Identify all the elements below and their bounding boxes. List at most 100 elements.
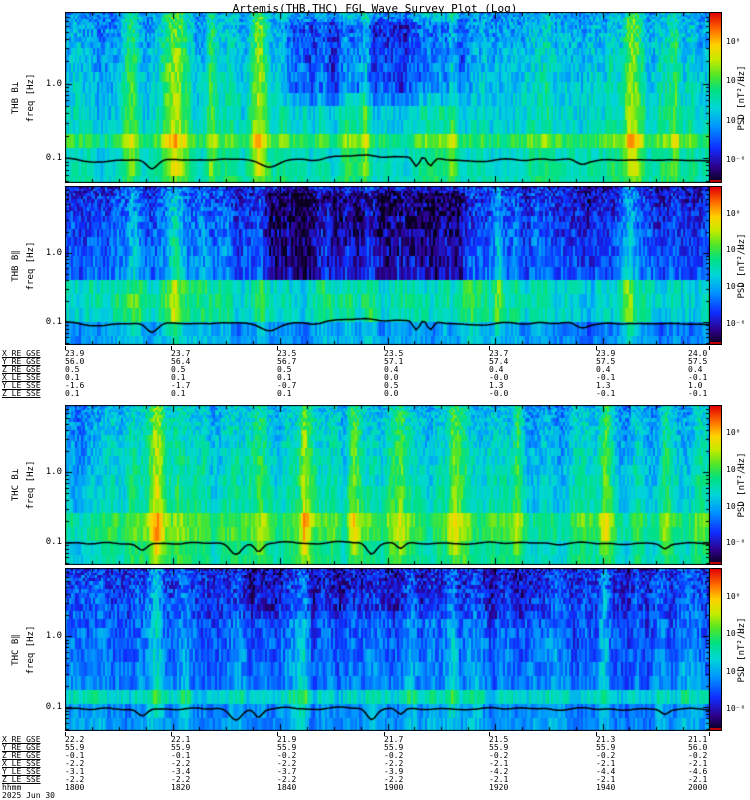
ephemeris-value: 56.7 — [277, 357, 297, 366]
ephemeris-row-label: Z_RE_GSE — [2, 751, 41, 760]
ephemeris-value: 23.7 — [171, 349, 191, 358]
ephemeris-row-label: X_RE_GSE — [2, 735, 41, 744]
ephemeris-value: -4.4 — [596, 767, 616, 776]
axis-outward-tick — [384, 732, 385, 736]
ephemeris-value: -0.1 — [65, 751, 85, 760]
colorbar-tick-label: 10⁻² — [726, 464, 746, 474]
axis-outward-tick — [596, 732, 597, 736]
ephemeris-row-label: Y_LE_SSE — [2, 381, 41, 390]
ephemeris-value: -2.1 — [688, 759, 708, 768]
ephemeris-value: -4.2 — [489, 767, 509, 776]
panel-instrument-label: THC B∥ — [11, 633, 21, 666]
panel-instrument-label: THB B∥ — [11, 249, 21, 282]
colorbar-tick-label: 10⁰ — [726, 208, 741, 218]
time-tick-label: 1800 — [65, 783, 85, 792]
ephemeris-row-label: Y_LE_SSE — [2, 767, 41, 776]
colorbar-tick-label: 10⁻⁴ — [726, 501, 746, 511]
ephemeris-value: 0.1 — [171, 373, 186, 382]
colorbar-tick-label: 10⁻² — [726, 76, 746, 86]
ephemeris-value: 24.0 — [688, 349, 708, 358]
colorbar-tick-label: 10⁻⁴ — [726, 666, 746, 676]
ephemeris-value: -0.7 — [277, 381, 297, 390]
ephemeris-value: -0.0 — [489, 389, 509, 398]
ephemeris-value: 56.4 — [171, 357, 191, 366]
ephemeris-value: 0.4 — [384, 365, 399, 374]
ephemeris-value: -0.1 — [688, 389, 708, 398]
ephemeris-value: 1.3 — [596, 381, 611, 390]
colorbar-psd-label: PSD [nT²/Hz] — [737, 452, 747, 518]
spectrogram-panel-3 — [65, 405, 710, 565]
panel-freq-axis-label: freq [Hz] — [26, 625, 36, 674]
colorbar-tick-label: 10⁻⁴ — [726, 281, 746, 291]
ephemeris-value: -4.6 — [688, 767, 708, 776]
freq-tick-label: 1.0 — [45, 467, 62, 478]
ephemeris-value: 0.0 — [384, 389, 399, 398]
ephemeris-value: -2.2 — [277, 775, 297, 784]
ephemeris-value: -2.2 — [384, 759, 404, 768]
ephemeris-value: -3.4 — [171, 767, 191, 776]
colorbar-bottom-band — [710, 180, 721, 182]
ephemeris-value: -2.1 — [596, 775, 616, 784]
ephemeris-value: -1.7 — [171, 381, 191, 390]
ephemeris-value: 22.1 — [171, 735, 191, 744]
ephemeris-value: 56.0 — [688, 743, 708, 752]
ephemeris-value: -0.1 — [596, 389, 616, 398]
axis-outward-tick — [489, 732, 490, 736]
ephemeris-value: 55.9 — [171, 743, 191, 752]
ephemeris-value: 57.1 — [384, 357, 404, 366]
ephemeris-row-label: Z_LE_SSE — [2, 389, 41, 398]
colorbar-tick-label: 10⁰ — [726, 36, 741, 46]
ephemeris-value: 0.0 — [384, 373, 399, 382]
colorbar-tick-label: 10⁻⁶ — [726, 318, 746, 328]
ephemeris-value: 56.0 — [65, 357, 85, 366]
ephemeris-value: 23.5 — [277, 349, 297, 358]
ephemeris-value: 21.3 — [596, 735, 616, 744]
ephemeris-value: -0.0 — [489, 373, 509, 382]
colorbar-psd-label: PSD [nT²/Hz] — [737, 64, 747, 131]
axis-outward-tick — [171, 346, 172, 350]
ephemeris-value: 55.9 — [65, 743, 85, 752]
ephemeris-value: -0.1 — [596, 373, 616, 382]
colorbar-bottom-band — [710, 342, 721, 344]
ephemeris-value: -0.2 — [688, 751, 708, 760]
ephemeris-value: 21.5 — [489, 735, 509, 744]
ephemeris-value: 1.0 — [688, 381, 703, 390]
ephemeris-value: 0.5 — [65, 365, 80, 374]
ephemeris-value: -0.2 — [384, 751, 404, 760]
axis-outward-tick — [277, 346, 278, 350]
ephemeris-row-label: Y_RE_GSE — [2, 357, 41, 366]
ephemeris-value: -2.2 — [171, 759, 191, 768]
colorbar-tick-label: 10⁻² — [726, 629, 746, 638]
ephemeris-value: -2.1 — [489, 775, 509, 784]
colorbar-psd-label: PSD [nT²/Hz] — [737, 232, 747, 299]
colorbar — [709, 568, 722, 731]
ephemeris-value: 55.9 — [384, 743, 404, 752]
ephemeris-value: 21.9 — [277, 735, 297, 744]
freq-tick-label: 0.1 — [45, 702, 62, 713]
ephemeris-value: -2.1 — [596, 759, 616, 768]
ephemeris-value: 21.7 — [384, 735, 404, 744]
ephemeris-value: 23.9 — [596, 349, 616, 358]
ephemeris-value: -0.1 — [688, 373, 708, 382]
ephemeris-row-label: X_LE_SSE — [2, 759, 41, 768]
ephemeris-value: 55.9 — [277, 743, 297, 752]
colorbar-tick-label: 10⁰ — [726, 428, 741, 437]
ephemeris-value: 57.4 — [489, 357, 509, 366]
ephemeris-value: -0.2 — [277, 751, 297, 760]
ephemeris-value: -1.6 — [65, 381, 85, 390]
axis-outward-tick — [709, 732, 710, 736]
ephemeris-value: -0.1 — [171, 751, 191, 760]
ephemeris-value: 0.4 — [688, 365, 703, 374]
ephemeris-value: -2.2 — [277, 759, 297, 768]
colorbar-tick-label: 10⁻⁶ — [726, 538, 746, 548]
ephemeris-value: 23.9 — [65, 349, 85, 358]
ephemeris-value: 0.1 — [171, 389, 186, 398]
ephemeris-value: 55.9 — [596, 743, 616, 752]
ephemeris-value: 0.5 — [384, 381, 399, 390]
ephemeris-value: 0.1 — [277, 373, 292, 382]
ephemeris-value: -2.1 — [489, 759, 509, 768]
ephemeris-value: -2.1 — [688, 775, 708, 784]
time-tick-label: 2000 — [688, 783, 708, 792]
ephemeris-value: 57.5 — [688, 357, 708, 366]
